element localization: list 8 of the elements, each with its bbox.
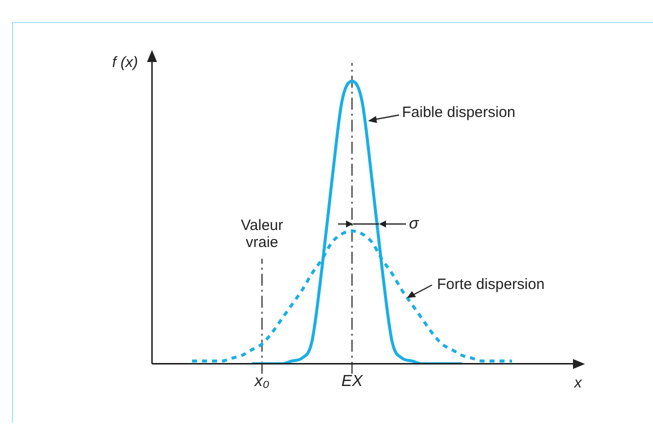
x-axis-title: x <box>573 374 582 392</box>
x-tick-label: x₀ <box>254 372 270 390</box>
annotation: σ <box>409 215 420 232</box>
x-tick-label: EX <box>341 372 364 390</box>
annotation: Forte dispersion <box>437 276 545 294</box>
annotation: Faible dispersion <box>402 104 516 122</box>
y-axis-title: f (x) <box>112 54 138 72</box>
ref-line-label: Valeur vraie <box>240 216 284 251</box>
